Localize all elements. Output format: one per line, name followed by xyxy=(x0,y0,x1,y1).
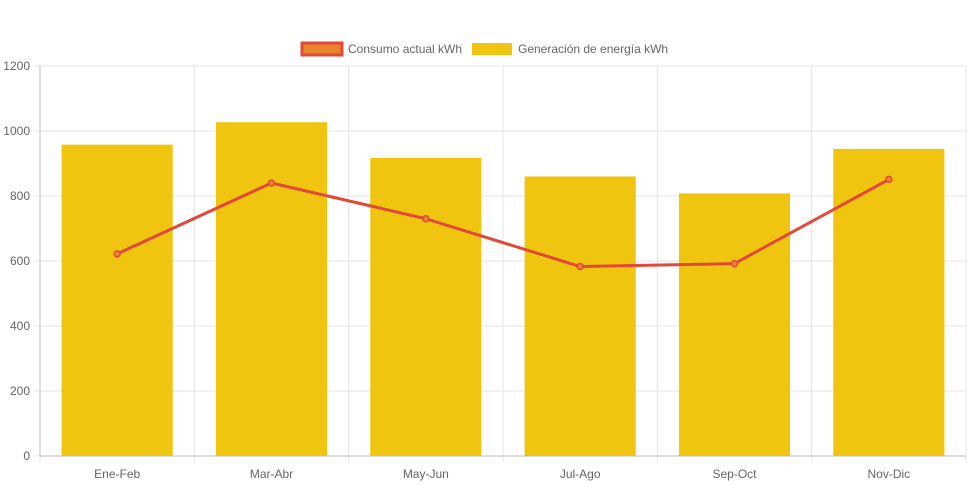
y-axis: 0 200 400 600 800 1000 1200 xyxy=(3,59,30,463)
line-point xyxy=(267,179,276,187)
legend-label-generacion: Generación de energía kWh xyxy=(518,42,668,56)
line-point xyxy=(576,262,584,271)
x-tick-label: Nov-Dic xyxy=(867,467,910,481)
y-tick-label: 1200 xyxy=(3,59,30,73)
bar xyxy=(678,193,791,456)
legend-swatch-generacion xyxy=(472,43,512,55)
line-point xyxy=(422,215,430,223)
grid xyxy=(34,65,967,462)
x-axis: Ene-Feb Mar-Abr May-Jun Jul-Ago Sep-Oct Nov-D… xyxy=(94,467,910,481)
x-tick-label: May-Jun xyxy=(403,467,449,481)
legend: Consumo actual kWh Generación de energía… xyxy=(300,41,668,57)
legend-label-consumo: Consumo actual kWh xyxy=(348,42,462,56)
bar-series-generacion xyxy=(61,122,945,456)
legend-swatch-consumo xyxy=(300,41,344,57)
bar xyxy=(61,144,173,456)
bar xyxy=(215,122,328,456)
legend-item-generacion[interactable]: Generación de energía kWh xyxy=(472,42,668,56)
x-tick-label: Mar-Abr xyxy=(250,467,293,481)
bar xyxy=(370,157,482,456)
line-point xyxy=(730,259,739,268)
bar xyxy=(833,148,945,456)
line-point xyxy=(885,175,893,184)
y-tick-label: 600 xyxy=(10,254,30,268)
x-tick-label: Ene-Feb xyxy=(94,467,140,481)
line-point xyxy=(113,250,121,258)
x-tick-label: Jul-Ago xyxy=(560,467,601,481)
y-tick-label: 200 xyxy=(10,384,30,398)
legend-item-consumo[interactable]: Consumo actual kWh xyxy=(300,41,462,57)
line-path xyxy=(116,178,890,269)
line-series-consumo xyxy=(113,175,893,271)
y-tick-label: 800 xyxy=(10,189,30,203)
y-tick-label: 1000 xyxy=(3,124,30,138)
y-tick-label: 0 xyxy=(23,449,30,463)
bar xyxy=(524,176,636,456)
x-tick-label: Sep-Oct xyxy=(712,467,757,481)
y-tick-label: 400 xyxy=(10,319,30,333)
